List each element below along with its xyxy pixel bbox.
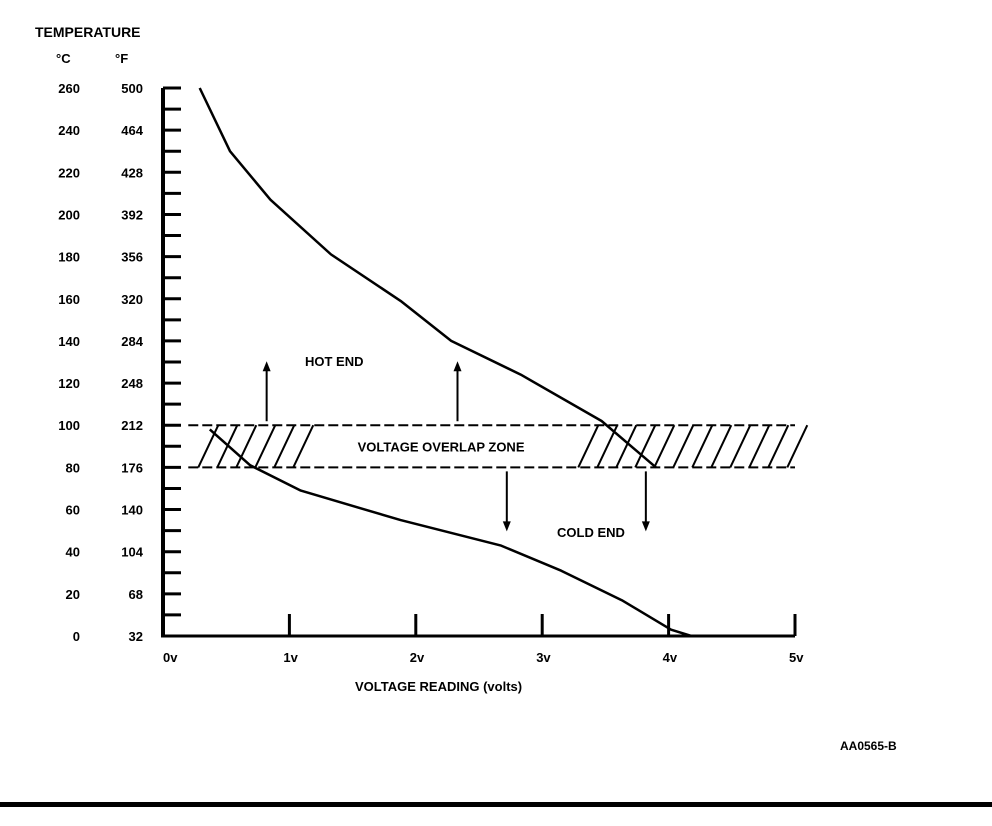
overlap-zone-hatch	[672, 424, 695, 468]
overlap-zone-hatch	[786, 424, 809, 468]
overlap-zone-hatch	[273, 424, 296, 468]
overlap-zone-hatch	[615, 424, 638, 468]
overlap-zone-hatch	[710, 424, 733, 468]
y-tick-label-celsius: 200	[58, 207, 80, 222]
x-tick-label: 3v	[536, 650, 551, 665]
y-tick-label-fahrenheit: 284	[121, 334, 143, 349]
overlap-zone-hatch	[197, 424, 220, 468]
y-tick-label-fahrenheit: 356	[121, 250, 143, 265]
y-tick-label-celsius: 0	[73, 629, 80, 644]
y-tick-label-celsius: 120	[58, 376, 80, 391]
overlap-zone-hatch	[729, 424, 752, 468]
y-tick-label-celsius: 80	[66, 460, 80, 475]
overlap-zone-hatch	[748, 424, 771, 468]
x-tick-label: 0v	[163, 650, 178, 665]
y-tick-label-fahrenheit: 140	[121, 503, 143, 518]
y-tick-label-fahrenheit: 104	[121, 545, 143, 560]
y-tick-label-fahrenheit: 32	[129, 629, 143, 644]
hot-end-label: HOT END	[305, 354, 364, 369]
y-tick-label-fahrenheit: 464	[121, 123, 143, 138]
arrow-down-icon	[502, 521, 511, 532]
y-tick-label-fahrenheit: 68	[129, 587, 143, 602]
x-tick-label: 5v	[789, 650, 804, 665]
y-axis-label-celsius: °C	[56, 51, 71, 66]
x-tick-label: 2v	[410, 650, 425, 665]
cold-end-label: COLD END	[557, 525, 625, 540]
figure-id: AA0565-B	[840, 739, 897, 753]
y-tick-label-celsius: 220	[58, 165, 80, 180]
x-tick-label: 4v	[663, 650, 678, 665]
y-tick-label-fahrenheit: 392	[121, 207, 143, 222]
y-tick-label-celsius: 160	[58, 292, 80, 307]
overlap-zone-hatch	[254, 424, 277, 468]
y-tick-label-celsius: 180	[58, 250, 80, 265]
y-tick-label-celsius: 20	[66, 587, 80, 602]
y-tick-label-celsius: 260	[58, 81, 80, 96]
arrow-up-icon	[262, 361, 271, 372]
y-tick-label-fahrenheit: 428	[121, 165, 143, 180]
bottom-rule	[0, 802, 992, 807]
chart-title: TEMPERATURE	[35, 24, 141, 40]
y-tick-label-celsius: 40	[66, 545, 80, 560]
y-tick-label-celsius: 100	[58, 418, 80, 433]
overlap-zone-hatch	[577, 424, 600, 468]
x-axis-label: VOLTAGE READING (volts)	[355, 679, 522, 694]
overlap-zone-hatch	[767, 424, 790, 468]
y-tick-label-fahrenheit: 212	[121, 418, 143, 433]
y-tick-label-celsius: 240	[58, 123, 80, 138]
overlap-zone-hatch	[292, 424, 315, 468]
overlap-zone-label: VOLTAGE OVERLAP ZONE	[358, 439, 525, 454]
y-axis-label-fahrenheit: °F	[115, 51, 128, 66]
curve-hot-end	[198, 87, 657, 469]
overlap-zone-hatch	[634, 424, 657, 468]
y-tick-label-fahrenheit: 176	[121, 460, 143, 475]
x-tick-label: 1v	[283, 650, 298, 665]
overlap-zone-hatch	[691, 424, 714, 468]
y-tick-label-celsius: 140	[58, 334, 80, 349]
overlap-zone-hatch	[235, 424, 258, 468]
y-tick-label-fahrenheit: 248	[121, 376, 143, 391]
y-tick-label-celsius: 60	[66, 503, 80, 518]
overlap-zone-hatch	[653, 424, 676, 468]
y-tick-label-fahrenheit: 500	[121, 81, 143, 96]
arrow-up-icon	[453, 361, 462, 372]
arrow-down-icon	[641, 521, 650, 532]
y-tick-label-fahrenheit: 320	[121, 292, 143, 307]
curve-cold-end	[208, 428, 692, 638]
